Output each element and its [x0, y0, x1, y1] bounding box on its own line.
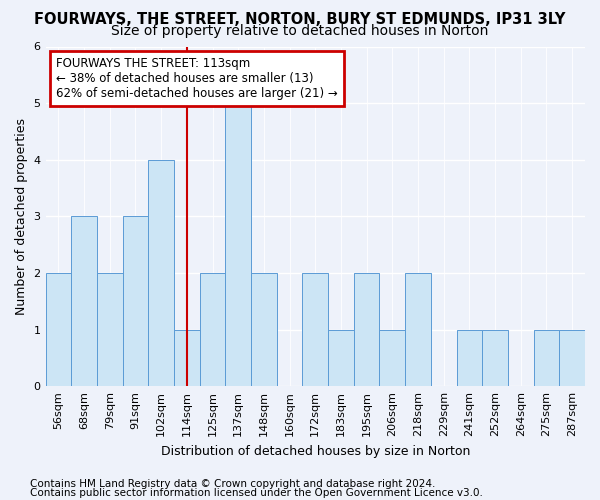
Bar: [457, 330, 482, 386]
Bar: [302, 273, 328, 386]
Bar: [482, 330, 508, 386]
Bar: [559, 330, 585, 386]
Bar: [148, 160, 174, 386]
Text: Size of property relative to detached houses in Norton: Size of property relative to detached ho…: [112, 24, 488, 38]
X-axis label: Distribution of detached houses by size in Norton: Distribution of detached houses by size …: [161, 444, 470, 458]
Bar: [71, 216, 97, 386]
Bar: [226, 103, 251, 386]
Text: FOURWAYS, THE STREET, NORTON, BURY ST EDMUNDS, IP31 3LY: FOURWAYS, THE STREET, NORTON, BURY ST ED…: [34, 12, 566, 28]
Bar: [97, 273, 122, 386]
Text: Contains public sector information licensed under the Open Government Licence v3: Contains public sector information licen…: [30, 488, 483, 498]
Bar: [200, 273, 226, 386]
Bar: [354, 273, 379, 386]
Bar: [533, 330, 559, 386]
Bar: [379, 330, 405, 386]
Bar: [328, 330, 354, 386]
Text: FOURWAYS THE STREET: 113sqm
← 38% of detached houses are smaller (13)
62% of sem: FOURWAYS THE STREET: 113sqm ← 38% of det…: [56, 56, 338, 100]
Bar: [251, 273, 277, 386]
Text: Contains HM Land Registry data © Crown copyright and database right 2024.: Contains HM Land Registry data © Crown c…: [30, 479, 436, 489]
Bar: [405, 273, 431, 386]
Bar: [46, 273, 71, 386]
Bar: [122, 216, 148, 386]
Bar: [174, 330, 200, 386]
Y-axis label: Number of detached properties: Number of detached properties: [15, 118, 28, 315]
